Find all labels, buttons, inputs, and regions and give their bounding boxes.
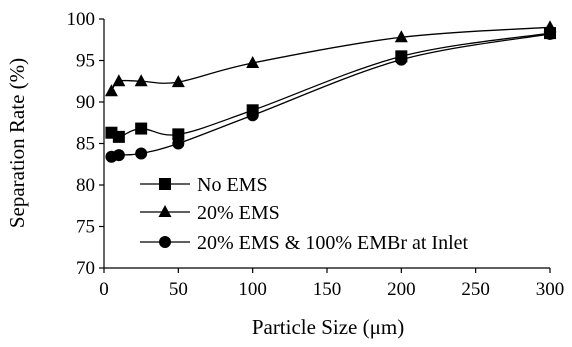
x-axis-title: Particle Size (μm) xyxy=(252,315,404,339)
data-point xyxy=(112,130,125,143)
data-point xyxy=(112,149,125,162)
legend-marker xyxy=(159,236,171,248)
legend-label: No EMS xyxy=(197,174,268,196)
legend-label: 20% EMS & 100% EMBr at Inlet xyxy=(197,232,469,254)
data-point xyxy=(112,74,126,87)
legend-item: 20% EMS xyxy=(140,202,280,224)
data-point xyxy=(246,55,260,68)
series-triangle xyxy=(104,20,557,97)
x-tick-label: 200 xyxy=(387,279,416,300)
data-point xyxy=(135,147,148,160)
data-point xyxy=(104,84,118,97)
x-tick-label: 300 xyxy=(536,279,565,300)
data-point xyxy=(172,137,185,150)
data-point xyxy=(544,27,556,40)
data-point xyxy=(395,53,408,66)
y-tick-label: 80 xyxy=(76,175,95,196)
x-tick-label: 0 xyxy=(99,279,109,300)
axes: 70 75 80 85 90 95 100 0 50 100 150 200 250 300 xyxy=(67,9,565,300)
y-tick-label: 85 xyxy=(76,134,95,155)
legend-marker xyxy=(159,178,171,190)
data-point xyxy=(105,126,118,139)
y-tick-label: 75 xyxy=(76,217,95,238)
data-point xyxy=(246,109,259,122)
data-point xyxy=(171,75,185,88)
x-tick-label: 250 xyxy=(461,279,490,300)
data-point xyxy=(394,30,408,43)
series-circle xyxy=(105,27,556,163)
y-tick-label: 90 xyxy=(76,92,95,113)
y-tick-label: 70 xyxy=(76,258,95,279)
x-tick-label: 50 xyxy=(169,279,188,300)
data-point xyxy=(134,74,148,87)
data-point xyxy=(172,128,185,141)
legend-label: 20% EMS xyxy=(197,202,280,224)
x-tick-label: 150 xyxy=(313,279,342,300)
y-axis-title: Separation Rate (%) xyxy=(5,58,29,228)
legend-item: No EMS xyxy=(140,174,268,196)
legend-marker xyxy=(158,205,172,217)
data-point xyxy=(135,122,148,135)
y-tick-label: 95 xyxy=(76,51,95,72)
y-tick-label: 100 xyxy=(67,9,96,30)
legend-item: 20% EMS & 100% EMBr at Inlet xyxy=(140,232,469,254)
legend: No EMS 20% EMS 20% EMS & 100% EMBr at Inle… xyxy=(140,174,469,254)
series-layer xyxy=(104,20,557,163)
x-tick-label: 100 xyxy=(238,279,267,300)
